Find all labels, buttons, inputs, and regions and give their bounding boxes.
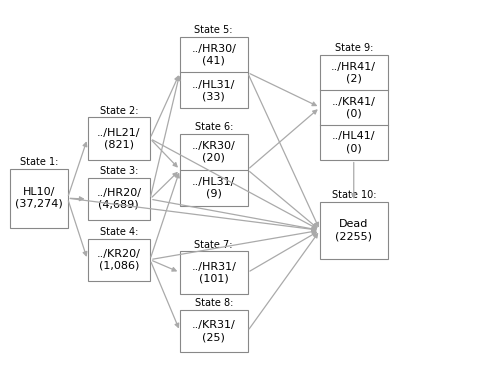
Text: ../HL31/
(9): ../HL31/ (9) (192, 177, 236, 199)
Text: State 2:: State 2: (100, 106, 138, 116)
Text: ../HR41/
(2): ../HR41/ (2) (331, 62, 376, 83)
Bar (320, 55, 388, 160)
Text: ../HL31/
(33): ../HL31/ (33) (192, 80, 236, 101)
Text: State 4:: State 4: (100, 227, 138, 237)
Bar (10, 169, 68, 228)
Bar (180, 37, 248, 108)
Text: ../HL21/
(821): ../HL21/ (821) (97, 128, 140, 149)
Text: ../KR31/
(25): ../KR31/ (25) (192, 320, 236, 342)
Text: ../HR30/
(41): ../HR30/ (41) (192, 44, 236, 65)
Bar (180, 134, 248, 206)
Text: ../KR20/
(1,086): ../KR20/ (1,086) (97, 249, 140, 270)
Text: State 9:: State 9: (334, 43, 373, 53)
Text: State 3:: State 3: (100, 166, 138, 176)
Bar (180, 310, 248, 352)
Bar (88, 178, 150, 220)
Text: ../HR31/
(101): ../HR31/ (101) (192, 262, 236, 283)
Bar (180, 251, 248, 294)
Text: HL10/
(37,274): HL10/ (37,274) (15, 188, 62, 209)
Text: State 7:: State 7: (194, 240, 233, 250)
Text: ../HL41/
(0): ../HL41/ (0) (332, 131, 376, 153)
Text: ../KR30/
(20): ../KR30/ (20) (192, 141, 236, 163)
Text: State 1:: State 1: (20, 157, 58, 167)
Text: ../HR20/
(4,689): ../HR20/ (4,689) (96, 188, 142, 210)
Text: State 8:: State 8: (194, 298, 233, 308)
Text: ../KR41/
(0): ../KR41/ (0) (332, 97, 376, 118)
Bar (88, 239, 150, 281)
Bar (88, 117, 150, 160)
Text: State 6:: State 6: (194, 122, 233, 132)
Text: State 10:: State 10: (332, 190, 376, 200)
Bar (320, 202, 388, 259)
Text: State 5:: State 5: (194, 25, 233, 35)
Text: Dead
(2255): Dead (2255) (335, 219, 372, 241)
